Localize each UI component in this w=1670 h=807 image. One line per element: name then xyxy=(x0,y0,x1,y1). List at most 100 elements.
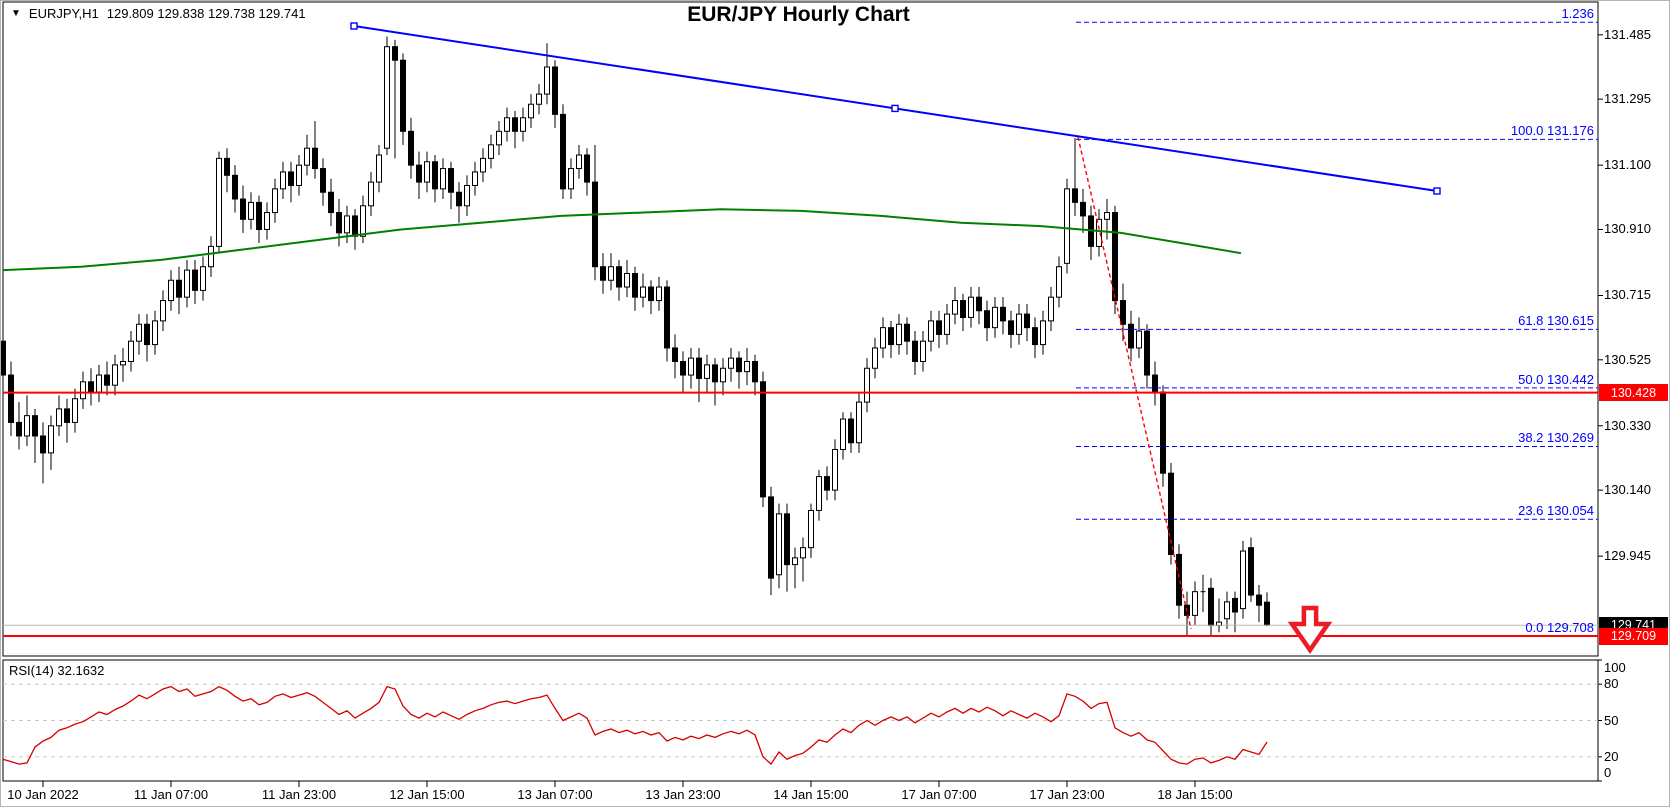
candle xyxy=(368,171,374,216)
fib-label: 0.0 129.708 xyxy=(1525,620,1594,636)
price-badge: 129.709 xyxy=(1599,627,1668,645)
candles-layer xyxy=(1,36,1270,637)
candle xyxy=(72,388,78,433)
candle xyxy=(944,303,950,345)
candle xyxy=(352,209,358,250)
candle xyxy=(536,83,542,115)
candle xyxy=(568,158,574,200)
candle xyxy=(600,253,606,294)
candle xyxy=(696,347,702,403)
candle xyxy=(800,537,806,582)
candle xyxy=(504,107,510,142)
candle xyxy=(1064,178,1070,274)
price-tick-label: 130.715 xyxy=(1604,287,1651,303)
price-tick-label: 130.910 xyxy=(1604,221,1651,237)
candle xyxy=(1160,385,1166,487)
candle xyxy=(224,148,230,193)
candle xyxy=(144,314,150,362)
candle xyxy=(256,195,262,244)
candle xyxy=(632,266,638,311)
price-tick-label: 130.140 xyxy=(1604,482,1651,498)
candle xyxy=(904,317,910,355)
candle xyxy=(792,547,798,589)
candle xyxy=(528,94,534,128)
trendline-handle[interactable] xyxy=(1433,187,1441,195)
candle xyxy=(1032,317,1038,359)
candle xyxy=(304,134,310,176)
candle xyxy=(656,276,662,311)
candle xyxy=(704,354,710,392)
candle xyxy=(296,155,302,196)
ohlc-readout: 129.809 129.838 129.738 129.741 xyxy=(106,6,306,21)
candle xyxy=(312,121,318,179)
candle xyxy=(1008,310,1014,348)
candle xyxy=(160,290,166,332)
time-axis-label: 18 Jan 15:00 xyxy=(1157,787,1233,802)
candle xyxy=(1248,537,1254,602)
fibonacci-lines xyxy=(1076,21,1598,637)
candle xyxy=(976,287,982,325)
candle xyxy=(1200,574,1206,612)
candle xyxy=(1096,209,1102,257)
trendline-handle[interactable] xyxy=(350,22,358,30)
price-tick-label: 130.330 xyxy=(1604,417,1651,433)
price-tick-label: 131.100 xyxy=(1604,157,1651,173)
candle xyxy=(640,273,646,308)
candle xyxy=(448,161,454,210)
candle xyxy=(584,148,590,196)
candle xyxy=(1136,317,1142,359)
page-title: EUR/JPY Hourly Chart xyxy=(687,3,910,26)
candle xyxy=(712,358,718,406)
candle xyxy=(872,337,878,379)
candle xyxy=(360,195,366,244)
chevron-down-icon[interactable]: ▼ xyxy=(11,8,21,19)
candle xyxy=(1264,592,1270,627)
candle xyxy=(248,192,254,230)
candle xyxy=(96,364,102,403)
candle xyxy=(272,178,278,223)
candle xyxy=(1016,303,1022,345)
candle xyxy=(1104,199,1110,240)
candle xyxy=(488,134,494,169)
candle xyxy=(416,151,422,200)
rsi-tick-label: 0 xyxy=(1604,765,1612,780)
candle xyxy=(184,259,190,308)
candle xyxy=(928,310,934,352)
rsi-tick-label: 80 xyxy=(1604,676,1619,692)
price-tick-label: 131.485 xyxy=(1604,26,1651,42)
pane-borders xyxy=(2,1,1599,782)
price-tick-label: 130.525 xyxy=(1604,351,1651,367)
candle xyxy=(824,466,830,501)
candle xyxy=(512,111,518,149)
time-axis-label: 14 Jan 15:00 xyxy=(773,787,849,802)
candle xyxy=(768,486,774,596)
candle xyxy=(1176,544,1182,619)
candle xyxy=(408,117,414,179)
candle xyxy=(208,236,214,277)
symbol-readout: ▼ EURJPY,H1 129.809 129.838 129.738 129.… xyxy=(11,6,306,21)
candle xyxy=(288,161,294,203)
candle xyxy=(1128,310,1134,362)
trendline-handle[interactable] xyxy=(891,104,899,113)
candle xyxy=(752,354,758,396)
candle xyxy=(1080,188,1086,233)
candle xyxy=(848,412,854,453)
candle xyxy=(952,287,958,325)
candle xyxy=(1,331,6,382)
candle xyxy=(1224,591,1230,629)
candle xyxy=(776,503,782,589)
symbol-label: EURJPY,H1 xyxy=(28,6,99,21)
candle xyxy=(192,259,198,304)
time-axis-label: 12 Jan 15:00 xyxy=(389,787,465,802)
fib-label: 50.0 130.442 xyxy=(1518,371,1594,387)
candle xyxy=(720,358,726,396)
candle xyxy=(384,36,390,156)
candle xyxy=(464,175,470,216)
candle xyxy=(1184,591,1190,637)
moving-average-line xyxy=(2,208,1242,272)
candle xyxy=(1208,578,1214,636)
candle xyxy=(1240,540,1246,619)
candle xyxy=(1216,598,1222,633)
